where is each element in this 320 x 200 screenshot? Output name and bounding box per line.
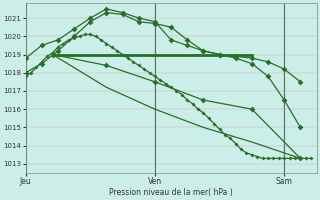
X-axis label: Pression niveau de la mer( hPa ): Pression niveau de la mer( hPa )	[109, 188, 233, 197]
